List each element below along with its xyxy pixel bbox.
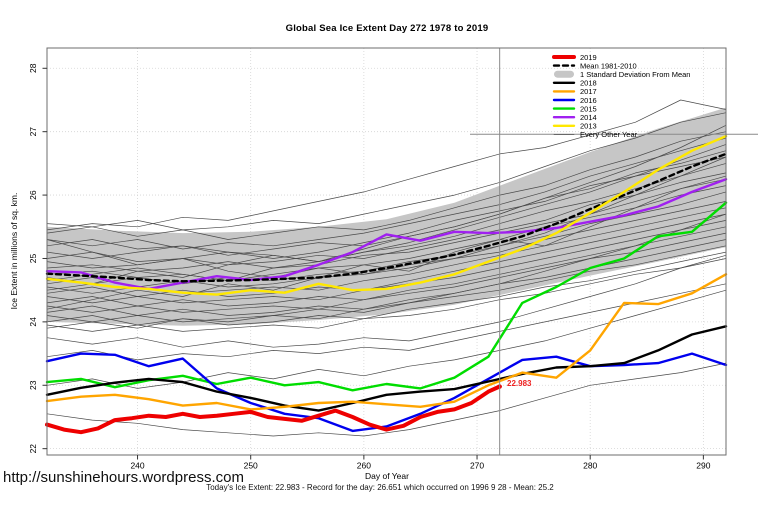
other-year-line	[46, 178, 727, 272]
y-tick-label: 22	[28, 444, 38, 454]
x-tick-label: 290	[696, 461, 710, 471]
y-tick-label: 26	[28, 190, 38, 200]
legend-item-label: 1 Standard Deviation From Mean	[580, 70, 690, 79]
other-year-line	[46, 156, 727, 259]
series-line-2015	[45, 201, 728, 392]
y-tick-label: 23	[28, 380, 38, 390]
other-year-line	[46, 156, 727, 278]
other-year-line	[46, 112, 727, 231]
y-tick-label: 25	[28, 254, 38, 264]
legend-item-label: 2015	[580, 104, 597, 113]
y-tick-label: 28	[28, 63, 38, 73]
other-year-line	[46, 137, 727, 250]
legend-item-label: Mean 1981-2010	[580, 61, 637, 70]
other-year-line	[46, 220, 727, 304]
other-year-line	[46, 283, 727, 361]
legend-item-label: Every Other Year	[580, 130, 638, 139]
other-year-line	[46, 289, 727, 389]
other-year-line	[46, 226, 727, 307]
series-line-2018	[45, 325, 728, 412]
x-tick-label: 260	[357, 461, 371, 471]
y-tick-label: 24	[28, 317, 38, 327]
other-year-line	[46, 144, 727, 282]
other-year-line	[46, 254, 727, 348]
x-tick-label: 240	[130, 461, 144, 471]
legend-item-label: 2016	[580, 96, 597, 105]
other-year-line	[46, 245, 727, 323]
other-year-line	[46, 163, 727, 262]
x-axis-title: Day of Year	[365, 471, 409, 481]
series-line-2019	[45, 384, 502, 435]
other-year-line	[46, 251, 727, 326]
chart-title: Global Sea Ice Extent Day 272 1978 to 20…	[285, 23, 489, 34]
series-line-2013	[45, 134, 728, 296]
series-line-2016	[45, 352, 728, 433]
x-tick-label: 280	[583, 461, 597, 471]
std-dev-band	[47, 107, 726, 326]
x-tick-label: 270	[470, 461, 484, 471]
today-value-annotation: 22.983	[507, 379, 532, 388]
x-tick-label: 250	[244, 461, 258, 471]
other-year-line	[46, 232, 727, 313]
chart-caption: Today's Ice Extent: 22.983 - Record for …	[206, 483, 554, 492]
other-year-line	[46, 258, 727, 332]
other-year-line	[46, 362, 727, 437]
legend-item-label: 2019	[580, 53, 597, 62]
other-year-line	[46, 124, 727, 291]
footer-url: http://sunshinehours.wordpress.com	[3, 469, 244, 486]
plot-border	[46, 47, 727, 456]
series-line-2017	[45, 273, 728, 411]
legend-item-swatch	[554, 70, 574, 78]
legend-item-label: 2013	[580, 122, 597, 131]
y-tick-label: 27	[28, 127, 38, 137]
other-year-line	[46, 239, 727, 316]
legend-item-label: 2017	[580, 87, 597, 96]
legend-item-label: 2014	[580, 113, 597, 122]
y-axis-title: Ice Extent in millions of sq. km.	[9, 192, 19, 310]
other-year-line	[46, 201, 727, 288]
other-year-line	[46, 213, 727, 329]
legend-item-label: 2018	[580, 79, 597, 88]
other-year-line	[46, 99, 727, 231]
other-year-line	[46, 185, 727, 282]
series-line-2014	[45, 177, 728, 291]
other-year-line	[46, 131, 727, 240]
